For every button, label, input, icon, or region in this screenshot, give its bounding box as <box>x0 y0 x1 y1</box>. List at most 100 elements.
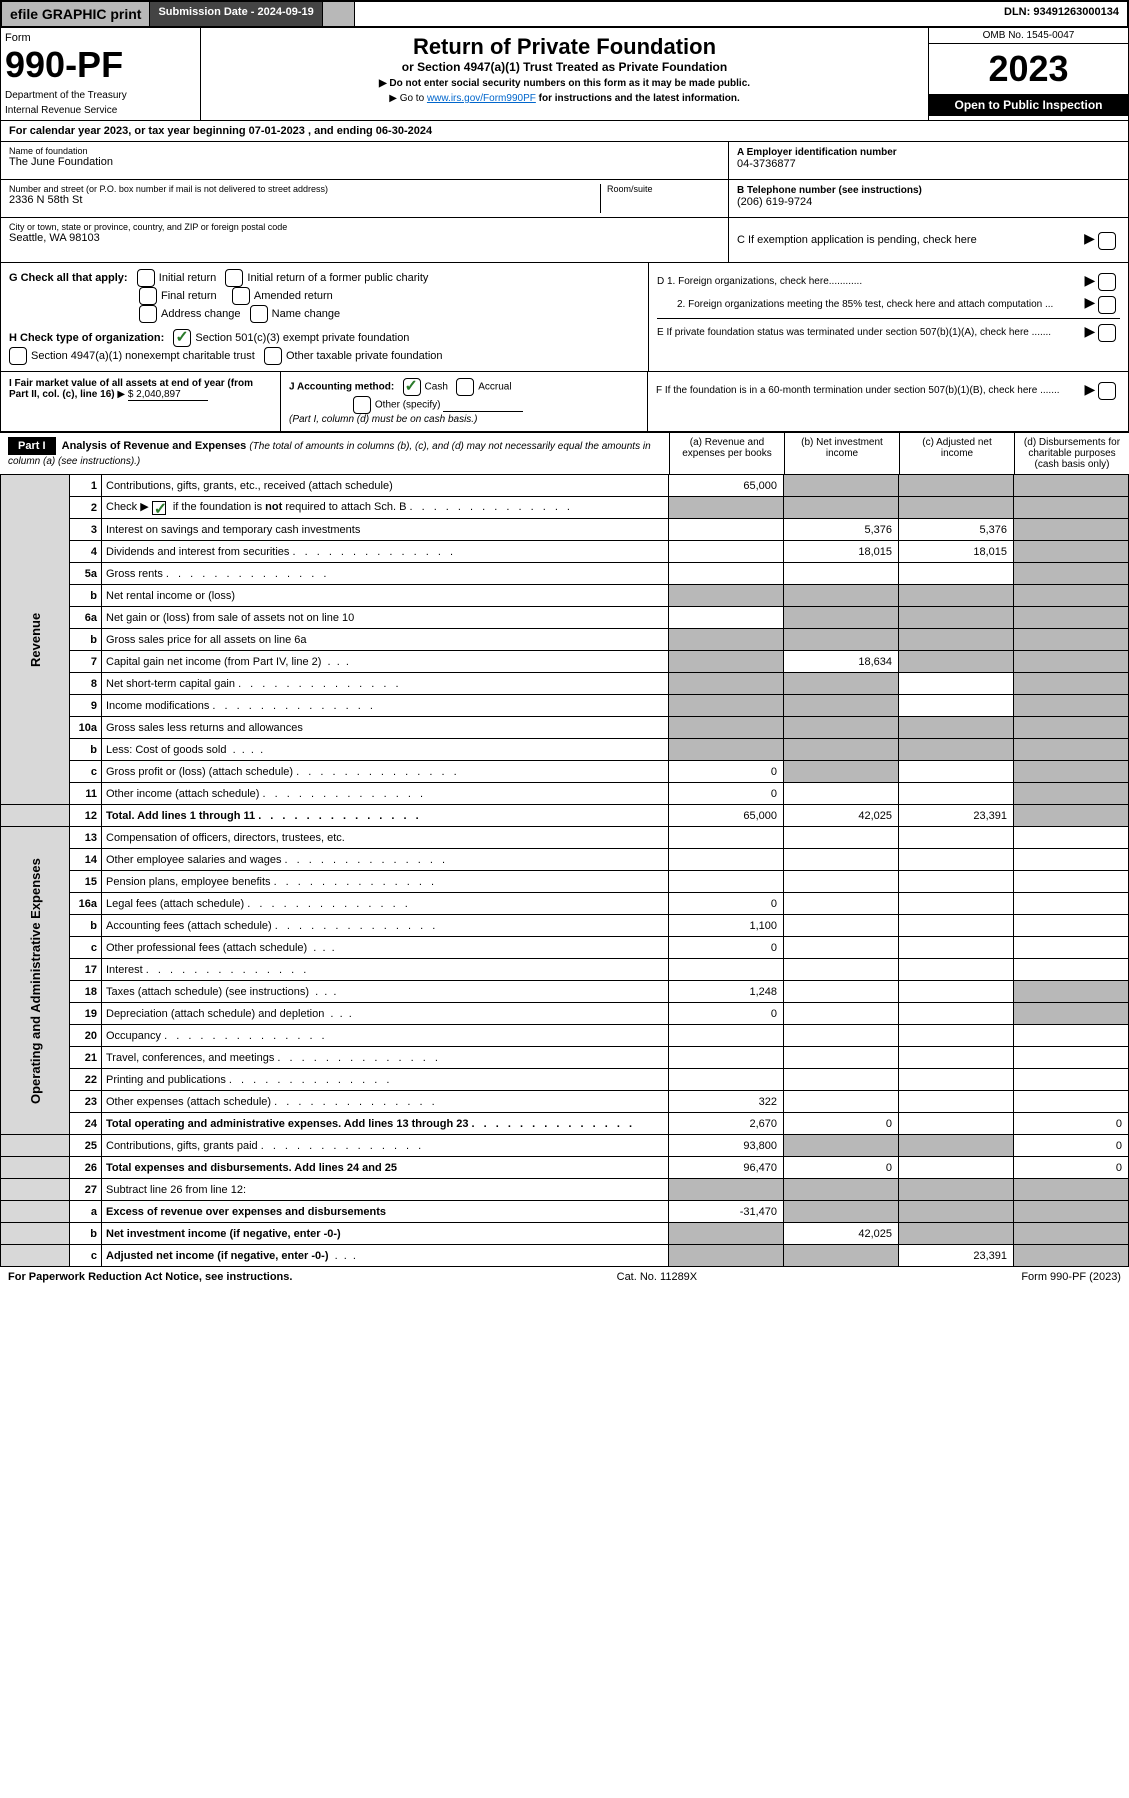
cell-d <box>1014 717 1129 739</box>
cell-c <box>899 563 1014 585</box>
row-num: 14 <box>70 849 102 871</box>
cell-d <box>1014 1223 1129 1245</box>
cell-a <box>669 1245 784 1267</box>
i-value: $ 2,040,897 <box>128 389 208 401</box>
row-label: Gross sales less returns and allowances <box>102 717 669 739</box>
table-row: 15Pension plans, employee benefits <box>1 871 1129 893</box>
g-name-checkbox[interactable] <box>250 305 268 323</box>
cell-b <box>784 915 899 937</box>
g-final-checkbox[interactable] <box>139 287 157 305</box>
d2-checkbox[interactable] <box>1098 296 1116 314</box>
cell-b <box>784 1201 899 1223</box>
cell-b: 18,015 <box>784 541 899 563</box>
foundation-name: The June Foundation <box>9 156 113 168</box>
form990pf-link[interactable]: www.irs.gov/Form990PF <box>427 93 536 104</box>
f-checkbox[interactable] <box>1098 382 1116 400</box>
address: 2336 N 58th St <box>9 194 82 206</box>
part1-header-row: Part I Analysis of Revenue and Expenses … <box>0 432 1129 474</box>
row-num: 15 <box>70 871 102 893</box>
identity-right: A Employer identification number 04-3736… <box>728 142 1128 262</box>
cell-c <box>899 959 1014 981</box>
d1-row: D 1. Foreign organizations, check here..… <box>657 272 1120 291</box>
calendar-year-line: For calendar year 2023, or tax year begi… <box>0 121 1129 142</box>
cell-a <box>669 1223 784 1245</box>
arrow-icon: ▶ <box>1084 381 1095 397</box>
cell-d: 0 <box>1014 1157 1129 1179</box>
row-num: a <box>70 1201 102 1223</box>
dept-treasury: Department of the Treasury <box>5 90 196 101</box>
j-other-checkbox[interactable] <box>353 396 371 414</box>
row-num: 17 <box>70 959 102 981</box>
cell-d <box>1014 1179 1129 1201</box>
form-number-block: Form 990-PF Department of the Treasury I… <box>1 28 201 120</box>
cell-d: 0 <box>1014 1135 1129 1157</box>
row-label: Other income (attach schedule) <box>102 783 669 805</box>
form-year-block: OMB No. 1545-0047 2023 Open to Public In… <box>928 28 1128 120</box>
open-to-public: Open to Public Inspection <box>929 94 1128 116</box>
e-checkbox[interactable] <box>1098 324 1116 342</box>
h-row: H Check type of organization: Section 50… <box>9 329 640 347</box>
row-label: Gross sales price for all assets on line… <box>102 629 669 651</box>
table-row: 3Interest on savings and temporary cash … <box>1 519 1129 541</box>
d1-checkbox[interactable] <box>1098 273 1116 291</box>
row-label: Capital gain net income (from Part IV, l… <box>102 651 669 673</box>
cell-d <box>1014 563 1129 585</box>
row-label: Travel, conferences, and meetings <box>102 1047 669 1069</box>
cell-b <box>784 1025 899 1047</box>
row-num: 2 <box>70 497 102 519</box>
cell-c <box>899 739 1014 761</box>
g-initial-former-checkbox[interactable] <box>225 269 243 287</box>
row-num: 12 <box>70 805 102 827</box>
cell-a <box>669 717 784 739</box>
g-initial-checkbox[interactable] <box>137 269 155 287</box>
cell-a: 96,470 <box>669 1157 784 1179</box>
schb-checkbox[interactable] <box>152 501 166 515</box>
cell-b <box>784 1245 899 1267</box>
h-other-checkbox[interactable] <box>264 347 282 365</box>
row-label: Net rental income or (loss) <box>102 585 669 607</box>
header-bar: efile GRAPHIC print Submission Date - 20… <box>0 0 1129 28</box>
submission-date: Submission Date - 2024-09-19 <box>150 2 322 26</box>
submission-date-spacer <box>323 2 355 26</box>
g-row3: Address change Name change <box>9 305 640 323</box>
identity-left: Name of foundation The June Foundation N… <box>1 142 728 262</box>
phone-label: B Telephone number (see instructions) <box>737 185 922 196</box>
table-row: 22Printing and publications <box>1 1069 1129 1091</box>
row-label: Legal fees (attach schedule) <box>102 893 669 915</box>
table-row: 19Depreciation (attach schedule) and dep… <box>1 1003 1129 1025</box>
table-row: 8Net short-term capital gain <box>1 673 1129 695</box>
g-address-checkbox[interactable] <box>139 305 157 323</box>
cell-c <box>899 783 1014 805</box>
j-note: (Part I, column (d) must be on cash basi… <box>289 414 477 425</box>
table-row: 27Subtract line 26 from line 12: <box>1 1179 1129 1201</box>
c-checkbox[interactable] <box>1098 232 1116 250</box>
city-label: City or town, state or province, country… <box>9 222 720 232</box>
h-4947-checkbox[interactable] <box>9 347 27 365</box>
cell-c: 18,015 <box>899 541 1014 563</box>
cell-a <box>669 519 784 541</box>
j-other-input[interactable] <box>443 400 523 412</box>
cell-d <box>1014 629 1129 651</box>
cell-b: 42,025 <box>784 1223 899 1245</box>
j-accrual-checkbox[interactable] <box>456 378 474 396</box>
cell-d <box>1014 497 1129 519</box>
arrow-icon: ▶ <box>1084 230 1095 246</box>
foundation-name-cell: Name of foundation The June Foundation <box>1 142 728 180</box>
j-cash-checkbox[interactable] <box>403 378 421 396</box>
row-label: Contributions, gifts, grants paid <box>102 1135 669 1157</box>
address-row: Number and street (or P.O. box number if… <box>1 180 728 218</box>
cell-b <box>784 1179 899 1201</box>
table-row: 16aLegal fees (attach schedule) 0 <box>1 893 1129 915</box>
cell-c <box>899 475 1014 497</box>
address-label: Number and street (or P.O. box number if… <box>9 184 600 194</box>
cell-d <box>1014 871 1129 893</box>
row-num: 3 <box>70 519 102 541</box>
h-501c3-checkbox[interactable] <box>173 329 191 347</box>
h-row2: Section 4947(a)(1) nonexempt charitable … <box>9 347 640 365</box>
form-subtitle: or Section 4947(a)(1) Trust Treated as P… <box>207 60 922 74</box>
cell-b: 42,025 <box>784 805 899 827</box>
efile-print-button[interactable]: efile GRAPHIC print <box>2 2 150 26</box>
cell-c <box>899 981 1014 1003</box>
cell-c <box>899 1135 1014 1157</box>
g-amended-checkbox[interactable] <box>232 287 250 305</box>
